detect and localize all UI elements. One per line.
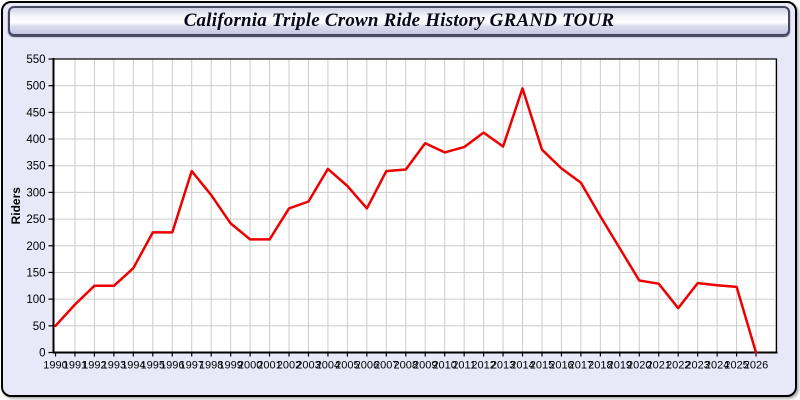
x-tick-label: 1994 [121, 360, 145, 372]
x-tick-label: 1999 [218, 360, 242, 372]
x-axis-labels: 1990199119921993199419951996199719981999… [43, 360, 768, 372]
page-title: California Triple Crown Ride History GRA… [183, 10, 615, 31]
line-chart: 0501001502002503003504004505005501990199… [9, 54, 778, 372]
y-axis-title: Riders [9, 187, 23, 225]
x-tick-label: 2006 [355, 360, 379, 372]
riders-line [54, 87, 758, 354]
y-tick-label: 50 [33, 321, 46, 333]
x-tick-label: 1993 [102, 360, 126, 372]
x-tick-label: 1990 [43, 360, 67, 372]
x-tick-label: 2002 [277, 360, 301, 372]
tick-marks [48, 58, 757, 357]
x-tick-label: 2025 [724, 360, 748, 372]
x-tick-label: 2004 [316, 360, 340, 372]
x-tick-label: 2026 [744, 360, 768, 372]
y-tick-label: 200 [26, 241, 45, 253]
x-tick-label: 2011 [452, 360, 476, 372]
x-tick-label: 1992 [82, 360, 106, 372]
x-tick-label: 1996 [160, 360, 184, 372]
x-tick-label: 2017 [569, 360, 593, 372]
x-tick-label: 2018 [588, 360, 612, 372]
x-tick-label: 1995 [141, 360, 165, 372]
x-tick-label: 2013 [491, 360, 515, 372]
y-tick-label: 0 [39, 348, 45, 360]
plot-area [53, 59, 777, 353]
x-tick-label: 2014 [510, 360, 534, 372]
x-tick-label: 2023 [685, 360, 709, 372]
x-tick-label: 2016 [549, 360, 573, 372]
x-tick-label: 2022 [666, 360, 690, 372]
axes [52, 58, 778, 354]
x-tick-label: 2019 [608, 360, 632, 372]
x-tick-label: 2020 [627, 360, 651, 372]
y-tick-label: 100 [26, 294, 45, 306]
x-tick-label: 2012 [471, 360, 495, 372]
x-tick-label: 2021 [647, 360, 671, 372]
y-axis-labels: 0 50 100 150 200 250 300 350 400 450 500 550 [26, 54, 45, 360]
y-tick-label: 250 [26, 214, 45, 226]
x-tick-label: 2007 [374, 360, 398, 372]
x-tick-label: 1997 [179, 360, 203, 372]
x-tick-label: 2015 [530, 360, 554, 372]
y-tick-label: 300 [26, 187, 45, 199]
chart-title-bar: California Triple Crown Ride History GRA… [8, 6, 790, 36]
x-tick-label: 1998 [199, 360, 223, 372]
x-tick-label: 2001 [257, 360, 281, 372]
x-tick-label: 2003 [296, 360, 320, 372]
x-tick-label: 2024 [705, 360, 729, 372]
x-tick-label: 2009 [413, 360, 437, 372]
x-tick-label: 2010 [432, 360, 456, 372]
y-tick-label: 350 [26, 161, 45, 173]
x-tick-label: 2005 [335, 360, 359, 372]
x-tick-label: 2000 [238, 360, 262, 372]
y-tick-label: 400 [26, 134, 45, 146]
x-tick-label: 2008 [394, 360, 418, 372]
y-tick-label: 500 [26, 81, 45, 93]
y-tick-label: 550 [26, 54, 45, 66]
y-tick-label: 150 [26, 267, 45, 279]
x-tick-label: 1991 [63, 360, 87, 372]
y-tick-label: 450 [26, 107, 45, 119]
